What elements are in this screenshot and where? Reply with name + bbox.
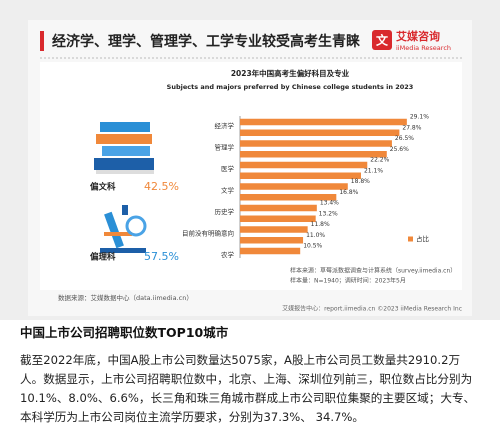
share-value: 42.5% (144, 180, 179, 193)
value-label: 29.1% (410, 114, 429, 121)
header-title: 经济学、理学、管理学、工学专业较受高考生青睐 (52, 33, 361, 50)
bar (240, 194, 337, 201)
bar (240, 183, 348, 190)
legend-swatch (408, 236, 413, 242)
source: 数据来源：艾媒数据中心（data.iimedia.cn） (58, 293, 193, 302)
value-label: 18.8% (351, 178, 370, 185)
bar (240, 226, 308, 233)
value-label: 10.5% (303, 243, 322, 250)
bar (240, 247, 301, 255)
share-label: 偏理科 (90, 252, 116, 263)
bar (240, 237, 304, 244)
bar (240, 118, 407, 126)
value-label: 11.0% (306, 232, 325, 239)
bar (240, 129, 400, 136)
microscope-illustration (100, 205, 147, 253)
value-label: 22.2% (370, 157, 389, 164)
sample-source: 样本来源：草莓派数据调查与计算系统（survey.iimedia.cn） (290, 267, 456, 275)
category-label: 管理学 (215, 143, 235, 152)
bar (240, 215, 316, 222)
text-section: 中国上市公司招聘职位数TOP10城市 截至2022年底，中国A股上市公司数量达5… (20, 322, 482, 427)
category-label: 文学 (221, 186, 235, 195)
infographic: 经济学、理学、管理学、工学专业较受高考生青睐 文 艾媒咨询 iiMedia Re… (0, 0, 500, 320)
section-text: 截至2022年底，中国A股上市公司数量达5075家，A股上市公司员工数量共291… (20, 353, 476, 424)
share-label: 偏文科 (90, 182, 116, 193)
value-label: 16.8% (339, 189, 358, 196)
bar (240, 140, 392, 147)
brand: 艾媒咨询 (396, 29, 440, 43)
value-label: 27.8% (402, 124, 421, 131)
legend-label: 占比 (416, 234, 430, 243)
value-label: 25.6% (390, 146, 409, 153)
bar (240, 204, 317, 212)
value-label: 26.5% (395, 135, 414, 142)
share-value: 57.5% (144, 250, 179, 263)
footer: 艾媒报告中心：report.iimedia.cn ©2023 iiMedia R… (282, 305, 462, 313)
category-label: 医学 (221, 164, 235, 173)
section-heading: 中国上市公司招聘职位数TOP10城市 (20, 325, 229, 340)
category-label: 历史学 (215, 207, 235, 216)
value-label: 13.2% (319, 210, 338, 217)
value-label: 11.8% (311, 221, 330, 228)
bar (240, 161, 368, 169)
chart-subtitle: Subjects and majors preferred by Chinese… (167, 83, 414, 91)
category-label: 农学 (221, 250, 235, 259)
books-illustration (94, 122, 154, 174)
title-marker (40, 31, 44, 51)
bar (240, 151, 387, 158)
value-label: 13.4% (320, 200, 339, 207)
value-label: 21.1% (364, 167, 383, 174)
category-label: 目前没有明确意向 (182, 229, 234, 238)
brand-en: iiMedia Research (396, 44, 451, 52)
category-label: 经济学 (215, 121, 235, 130)
bar (240, 172, 361, 179)
chart-title: 2023年中国高考生偏好科目及专业 (231, 68, 350, 78)
logo-icon (372, 30, 392, 50)
sample-size: 样本量：N=1940；调研时间：2023年5月 (290, 277, 406, 285)
logo-glyph: 文 (376, 33, 389, 48)
